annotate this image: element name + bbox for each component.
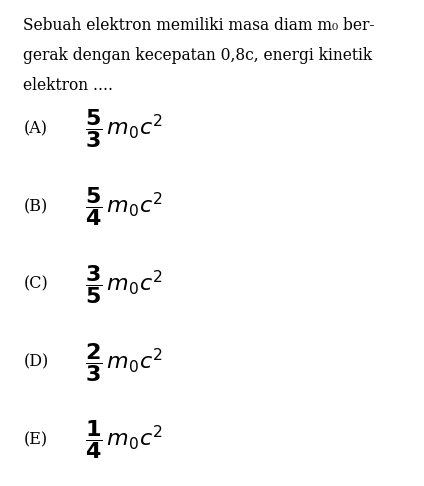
Text: (C): (C)	[23, 276, 48, 293]
Text: $\mathbf{\dfrac{1}{4}}$$\,\boldsymbol{m_0 c^2}$: $\mathbf{\dfrac{1}{4}}$$\,\boldsymbol{m_…	[85, 418, 162, 461]
Text: $\mathbf{\dfrac{3}{5}}$$\,\boldsymbol{m_0 c^2}$: $\mathbf{\dfrac{3}{5}}$$\,\boldsymbol{m_…	[85, 263, 162, 306]
Text: (A): (A)	[23, 121, 47, 137]
Text: elektron ....: elektron ....	[23, 77, 113, 94]
Text: (D): (D)	[23, 354, 49, 370]
Text: (E): (E)	[23, 432, 47, 448]
Text: $\mathbf{\dfrac{5}{4}}$$\,\boldsymbol{m_0 c^2}$: $\mathbf{\dfrac{5}{4}}$$\,\boldsymbol{m_…	[85, 185, 162, 228]
Text: Sebuah elektron memiliki masa diam m₀ ber-: Sebuah elektron memiliki masa diam m₀ be…	[23, 17, 375, 34]
Text: $\mathbf{\dfrac{5}{3}}$$\,\boldsymbol{m_0 c^2}$: $\mathbf{\dfrac{5}{3}}$$\,\boldsymbol{m_…	[85, 107, 162, 150]
Text: (B): (B)	[23, 198, 47, 215]
Text: gerak dengan kecepatan 0,8c, energi kinetik: gerak dengan kecepatan 0,8c, energi kine…	[23, 47, 373, 64]
Text: $\mathbf{\dfrac{2}{3}}$$\,\boldsymbol{m_0 c^2}$: $\mathbf{\dfrac{2}{3}}$$\,\boldsymbol{m_…	[85, 341, 162, 383]
